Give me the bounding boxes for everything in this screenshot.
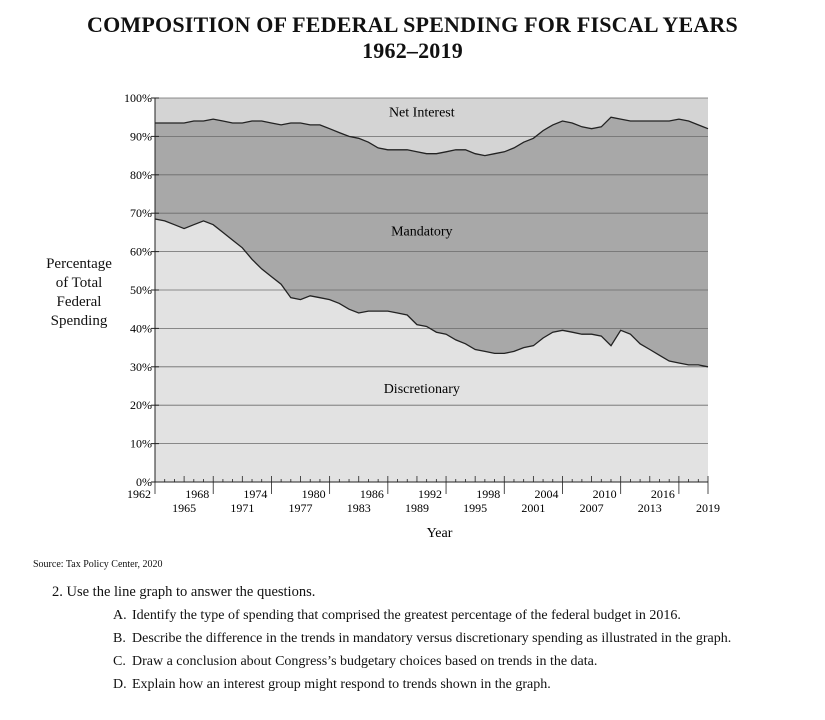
discretionary-area — [155, 219, 708, 482]
source-note: Source: Tax Policy Center, 2020 — [33, 559, 163, 570]
question-text: Identify the type of spending that compr… — [132, 608, 681, 623]
y-tick-label: 80% — [130, 168, 152, 182]
x-tick-label: 1980 — [302, 487, 326, 501]
x-tick-label: 1968 — [185, 487, 209, 501]
x-tick-label: 1998 — [476, 487, 500, 501]
question-text: Explain how an interest group might resp… — [132, 677, 551, 692]
x-tick-label: 2007 — [580, 501, 604, 515]
question-item: D. Explain how an interest group might re… — [113, 676, 763, 693]
x-tick-label: 1965 — [172, 501, 196, 515]
x-tick-label: 1962 — [127, 487, 151, 501]
question-item: A. Identify the type of spending that com… — [113, 607, 763, 624]
y-tick-label: 20% — [130, 398, 152, 412]
x-tick-label: 1992 — [418, 487, 442, 501]
y-axis-label: Percentage of Total Federal Spending — [40, 255, 118, 331]
y-tick-label: 30% — [130, 360, 152, 374]
y-axis-label-line: Spending — [50, 313, 108, 329]
y-tick-label: 100% — [124, 91, 152, 105]
band-label: Mandatory — [391, 224, 452, 239]
question-text: Draw a conclusion about Congress’s budge… — [132, 654, 598, 669]
y-axis-label-line: Percentage — [46, 256, 112, 272]
x-tick-label: 2004 — [534, 487, 558, 501]
y-tick-label: 60% — [130, 245, 152, 259]
question-text: Describe the difference in the trends in… — [132, 631, 732, 646]
mandatory-top-line — [155, 116, 709, 157]
x-tick-label: 2010 — [593, 487, 617, 501]
x-tick-label: 2019 — [696, 501, 720, 515]
y-axis-label-line: of Total — [55, 275, 103, 291]
y-tick-label: 90% — [130, 129, 152, 143]
x-tick-label: 1974 — [243, 487, 267, 501]
question-list: A. Identify the type of spending that com… — [113, 607, 763, 699]
discretionary-top-line — [154, 218, 709, 368]
y-tick-label: 70% — [130, 206, 152, 220]
y-tick-label: 40% — [130, 321, 152, 335]
x-tick-label: 1989 — [405, 501, 429, 515]
x-axis-label: Year — [427, 526, 453, 541]
x-tick-label: 1971 — [230, 501, 254, 515]
question-item: C. Draw a conclusion about Congress’s bud… — [113, 653, 763, 670]
x-tick-label: 2013 — [638, 501, 662, 515]
federal-spending-area-chart: 0% 10% 20% 30% 40% 50% 60% 70% 80% 90% 100% 1962 196… — [124, 91, 720, 541]
question-item: B. Describe the difference in the trends … — [113, 630, 763, 647]
x-tick-label: 1983 — [347, 501, 371, 515]
question-letter: A. — [113, 608, 127, 623]
x-tick-label: 1995 — [463, 501, 487, 515]
chart-title-line-2: 1962–2019 — [362, 38, 463, 63]
y-tick-label: 0% — [136, 475, 152, 489]
y-tick-label: 10% — [130, 437, 152, 451]
y-tick-label: 50% — [130, 283, 152, 297]
x-tick-label: 2001 — [521, 501, 545, 515]
band-label: Net Interest — [389, 105, 455, 120]
x-tick-label: 2016 — [651, 487, 675, 501]
y-axis-label-line: Federal — [56, 294, 102, 310]
x-tick-label: 1986 — [360, 487, 384, 501]
chart-title-line-1: COMPOSITION OF FEDERAL SPENDING FOR FISC… — [87, 12, 738, 37]
x-tick-label: 1977 — [289, 501, 313, 515]
question-letter: D. — [113, 677, 127, 692]
mandatory-area — [155, 117, 708, 367]
question-stem: 2. Use the line graph to answer the ques… — [52, 584, 316, 600]
question-letter: B. — [113, 631, 126, 646]
question-letter: C. — [113, 654, 126, 669]
band-label: Discretionary — [384, 382, 460, 397]
